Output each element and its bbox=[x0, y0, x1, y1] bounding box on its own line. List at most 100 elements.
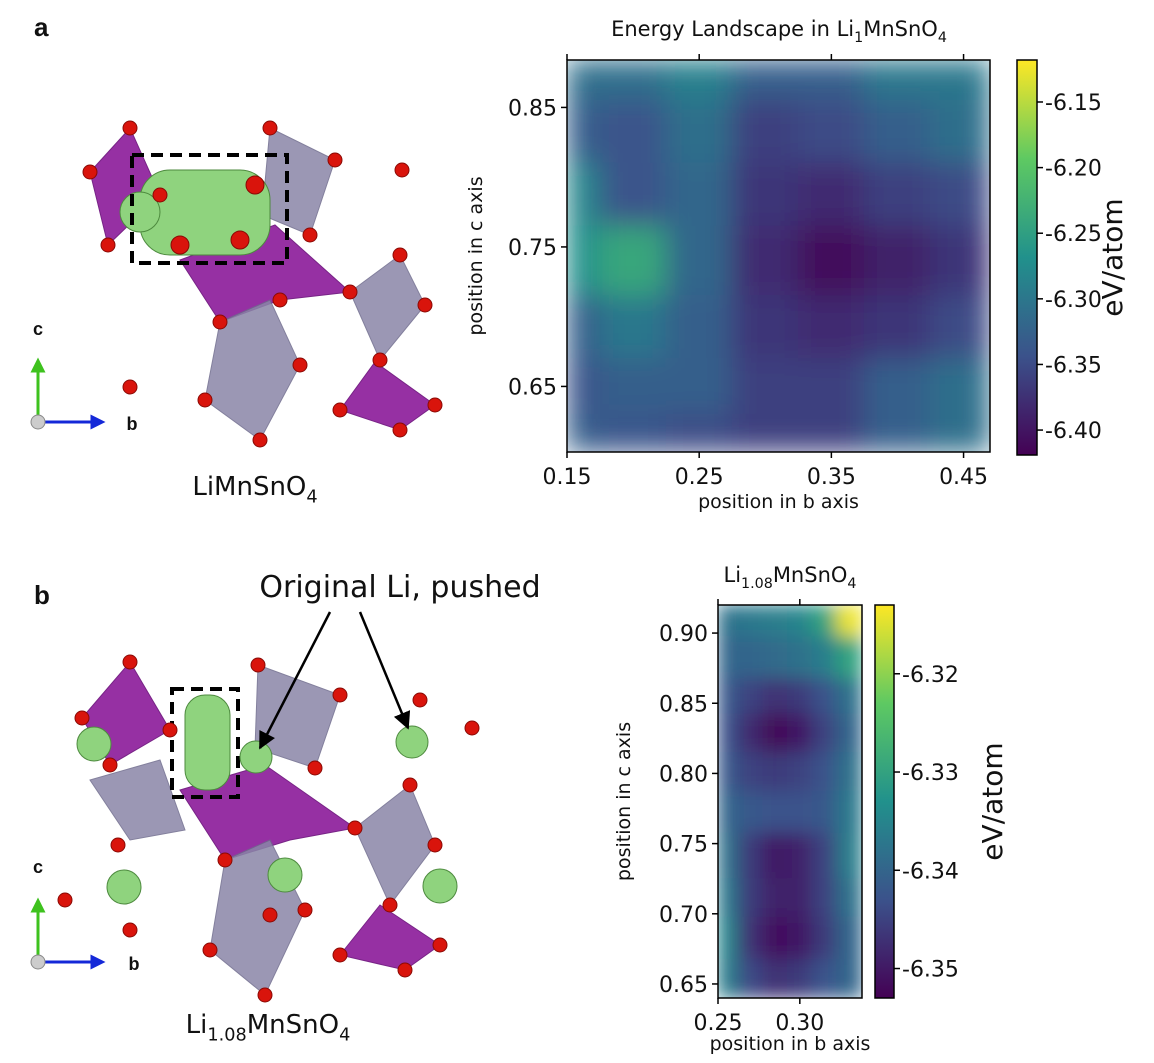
x-tick-label: 0.35 bbox=[807, 465, 856, 490]
heatmap-cell bbox=[567, 295, 601, 359]
heatmap-cell bbox=[763, 878, 789, 918]
heatmap-cell bbox=[798, 414, 865, 453]
heatmap-cells bbox=[567, 60, 991, 453]
colorbar-tick-label: -6.32 bbox=[902, 663, 959, 688]
axis-letter: b bbox=[127, 414, 138, 434]
text-segment: MnSnO bbox=[863, 17, 938, 41]
figure: a b c b LiMnSnO4 bbox=[0, 0, 1154, 1063]
heatmap-cell bbox=[666, 163, 733, 227]
colorbar bbox=[875, 605, 894, 998]
heatmap bbox=[567, 60, 991, 453]
crystal-structure bbox=[31, 612, 479, 1002]
heatmap-cell bbox=[787, 636, 813, 679]
heatmap-cell bbox=[738, 959, 764, 999]
heatmap-cell bbox=[738, 678, 764, 714]
heatmap-cell bbox=[732, 226, 799, 297]
heatmap-cell bbox=[836, 678, 862, 714]
panel-label: b bbox=[34, 580, 50, 610]
heatmap-cell bbox=[836, 833, 862, 880]
panel-label: a bbox=[34, 12, 49, 42]
y-tick-label: 0.80 bbox=[659, 762, 708, 787]
colorbar-tick-label: -6.34 bbox=[902, 859, 959, 884]
y-tick-label: 0.85 bbox=[659, 692, 708, 717]
structure-caption: Li1.08MnSnO4 bbox=[186, 1010, 351, 1045]
text-segment: Li bbox=[186, 1010, 208, 1040]
heatmap-cell bbox=[930, 295, 990, 359]
heatmap-cell bbox=[738, 605, 764, 638]
y-tick-label: 0.90 bbox=[659, 622, 708, 647]
heatmap-cell bbox=[718, 605, 739, 638]
heatmap bbox=[718, 605, 863, 999]
heatmap-cell bbox=[600, 60, 667, 101]
heatmap-cell bbox=[567, 414, 601, 453]
colorbar-tick-label: -6.30 bbox=[1045, 288, 1102, 313]
heatmap-cell bbox=[718, 713, 739, 753]
axis-letter: c bbox=[33, 857, 43, 877]
text-segment: Energy Landscape in Li bbox=[611, 17, 854, 41]
heatmap-cell bbox=[763, 605, 789, 638]
heatmap-cell bbox=[738, 790, 764, 833]
heatmap-cell bbox=[812, 959, 838, 999]
heatmap-cell bbox=[836, 917, 862, 960]
subscript: 1.08 bbox=[207, 1025, 246, 1045]
heatmap-cell bbox=[666, 60, 733, 101]
x-tick-label: 0.45 bbox=[939, 465, 988, 490]
axis-letter: c bbox=[33, 319, 43, 339]
y-axis-label: position in c axis bbox=[465, 176, 487, 335]
heatmap-cells bbox=[718, 605, 863, 999]
heatmap-cell bbox=[732, 100, 799, 164]
heatmap-cell bbox=[666, 226, 733, 297]
crystal-structure bbox=[31, 121, 442, 447]
heatmap-cell bbox=[738, 752, 764, 792]
heatmap-cell bbox=[930, 226, 990, 297]
colorbar-tick-label: -6.35 bbox=[1045, 353, 1102, 378]
heatmap-cell bbox=[836, 636, 862, 679]
heatmap-cell bbox=[666, 100, 733, 164]
text-segment: LiMnSnO bbox=[192, 472, 306, 502]
heatmap-cell bbox=[836, 752, 862, 792]
x-tick-label: 0.15 bbox=[543, 465, 592, 490]
subscript: 1.08 bbox=[741, 576, 773, 592]
axis-letter: b bbox=[129, 954, 140, 974]
heatmap-cell bbox=[738, 917, 764, 960]
heatmap-cell bbox=[666, 295, 733, 359]
subscript: 1 bbox=[854, 30, 863, 46]
text-segment: MnSnO bbox=[247, 1010, 339, 1040]
heatmap-cell bbox=[732, 60, 799, 101]
heatmap-cell bbox=[812, 917, 838, 960]
heatmap-cell bbox=[864, 414, 931, 453]
heatmap-cell bbox=[836, 959, 862, 999]
y-tick-label: 0.85 bbox=[508, 96, 557, 121]
heatmap-cell bbox=[787, 678, 813, 714]
colorbar-tick-label: -6.35 bbox=[902, 958, 959, 983]
heatmap-cell bbox=[718, 917, 739, 960]
heatmap-cell bbox=[567, 226, 601, 297]
heatmap-cell bbox=[763, 959, 789, 999]
heatmap-cell bbox=[930, 100, 990, 164]
x-axis-label: position in b axis bbox=[698, 491, 859, 513]
heatmap-cell bbox=[836, 605, 862, 638]
heatmap-cell bbox=[763, 790, 789, 833]
heatmap-cell bbox=[930, 414, 990, 453]
heatmap-cell bbox=[798, 226, 865, 297]
y-tick-label: 0.75 bbox=[508, 236, 557, 261]
heatmap-cell bbox=[812, 678, 838, 714]
heatmap-cell bbox=[600, 295, 667, 359]
y-tick-label: 0.65 bbox=[659, 973, 708, 998]
heatmap-cell bbox=[600, 163, 667, 227]
heatmap-cell bbox=[812, 878, 838, 918]
subscript: 4 bbox=[847, 576, 856, 592]
annotation: Original Li, pushed bbox=[259, 570, 540, 605]
colorbar-tick-label: -6.25 bbox=[1045, 222, 1102, 247]
subscript: 4 bbox=[306, 487, 317, 507]
heatmap-cell bbox=[864, 163, 931, 227]
heatmap-cell bbox=[718, 959, 739, 999]
heatmap-cell bbox=[836, 790, 862, 833]
heatmap-cell bbox=[864, 60, 931, 101]
colorbar-tick-label: -6.15 bbox=[1045, 91, 1102, 116]
y-tick-label: 0.70 bbox=[659, 903, 708, 928]
text-segment: MnSnO bbox=[773, 563, 848, 587]
heatmap-cell bbox=[864, 100, 931, 164]
heatmap-cell bbox=[864, 295, 931, 359]
heatmap-cell bbox=[718, 678, 739, 714]
